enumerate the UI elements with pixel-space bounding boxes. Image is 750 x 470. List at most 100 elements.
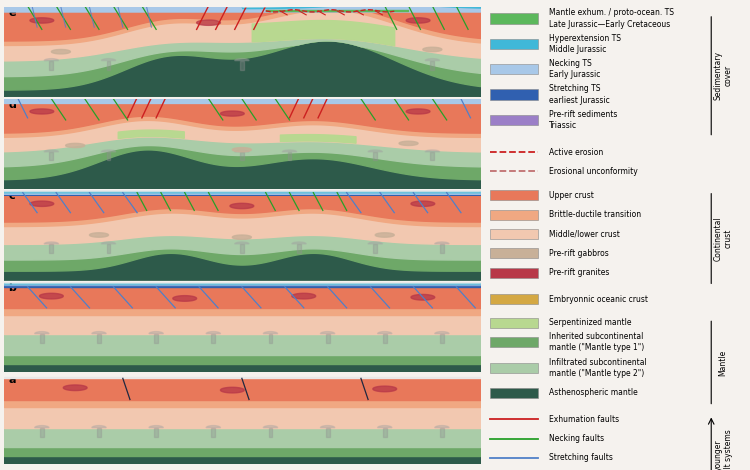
Text: Infiltrated subcontinental
mantle ("Mantle type 2"): Infiltrated subcontinental mantle ("Mant… — [549, 358, 646, 378]
Polygon shape — [149, 332, 164, 334]
Text: Asthenospheric mantle: Asthenospheric mantle — [549, 389, 638, 398]
Polygon shape — [440, 244, 444, 253]
Polygon shape — [66, 143, 85, 148]
Polygon shape — [263, 332, 278, 334]
Polygon shape — [89, 233, 109, 237]
Text: Embryonnic oceanic crust: Embryonnic oceanic crust — [549, 295, 648, 304]
Text: b: b — [8, 283, 16, 293]
Polygon shape — [50, 244, 53, 253]
Polygon shape — [101, 242, 115, 244]
FancyBboxPatch shape — [490, 210, 538, 220]
Polygon shape — [30, 18, 54, 23]
FancyBboxPatch shape — [490, 64, 538, 74]
Polygon shape — [268, 428, 272, 437]
FancyBboxPatch shape — [490, 115, 538, 125]
FancyBboxPatch shape — [490, 229, 538, 239]
Polygon shape — [92, 332, 106, 334]
Text: c: c — [8, 191, 15, 202]
FancyBboxPatch shape — [490, 190, 538, 201]
Polygon shape — [240, 244, 244, 253]
FancyBboxPatch shape — [490, 294, 538, 304]
Polygon shape — [382, 428, 387, 437]
Polygon shape — [63, 385, 87, 391]
Polygon shape — [435, 332, 449, 334]
Text: Necking TS
Early Jurassic: Necking TS Early Jurassic — [549, 59, 600, 79]
Polygon shape — [374, 152, 377, 160]
Polygon shape — [375, 233, 394, 237]
Polygon shape — [44, 150, 58, 152]
FancyBboxPatch shape — [490, 337, 538, 347]
Polygon shape — [106, 152, 110, 160]
Polygon shape — [211, 428, 215, 437]
Polygon shape — [440, 334, 444, 343]
Text: Stretching faults: Stretching faults — [549, 454, 613, 462]
Polygon shape — [154, 428, 158, 437]
Polygon shape — [52, 49, 70, 54]
Polygon shape — [240, 61, 244, 70]
Polygon shape — [206, 332, 220, 334]
Text: Middle/lower crust: Middle/lower crust — [549, 229, 620, 239]
Polygon shape — [368, 150, 382, 152]
Polygon shape — [423, 47, 442, 52]
Polygon shape — [172, 296, 196, 301]
Polygon shape — [411, 201, 435, 206]
Polygon shape — [235, 150, 249, 152]
Polygon shape — [149, 426, 164, 428]
FancyBboxPatch shape — [490, 318, 538, 328]
Polygon shape — [440, 428, 444, 437]
Polygon shape — [406, 109, 430, 114]
Polygon shape — [263, 426, 278, 428]
Polygon shape — [320, 332, 334, 334]
Polygon shape — [101, 150, 115, 152]
Polygon shape — [34, 332, 49, 334]
FancyBboxPatch shape — [490, 89, 538, 100]
Polygon shape — [320, 426, 334, 428]
Polygon shape — [377, 426, 392, 428]
Polygon shape — [232, 235, 251, 239]
Polygon shape — [374, 244, 377, 253]
Polygon shape — [196, 20, 220, 25]
Text: d: d — [8, 100, 16, 110]
Polygon shape — [230, 204, 254, 209]
Polygon shape — [44, 59, 58, 61]
Polygon shape — [40, 428, 44, 437]
FancyBboxPatch shape — [490, 362, 538, 373]
Polygon shape — [240, 152, 244, 160]
Text: Mantle exhum. / proto-ocean. TS
Late Jurassic—Early Cretaceous: Mantle exhum. / proto-ocean. TS Late Jur… — [549, 8, 674, 29]
Text: Pre-rift granites: Pre-rift granites — [549, 268, 609, 277]
Polygon shape — [101, 59, 115, 61]
FancyBboxPatch shape — [490, 14, 538, 24]
FancyBboxPatch shape — [490, 248, 538, 259]
Polygon shape — [106, 61, 110, 70]
Polygon shape — [406, 18, 430, 23]
Polygon shape — [282, 150, 297, 152]
Polygon shape — [292, 293, 316, 299]
Text: Hyperextension TS
Middle Jurassic: Hyperextension TS Middle Jurassic — [549, 34, 621, 54]
Text: Serpentinized mantle: Serpentinized mantle — [549, 319, 632, 328]
Text: Brittle-ductile transition: Brittle-ductile transition — [549, 210, 641, 219]
Polygon shape — [435, 426, 449, 428]
Polygon shape — [220, 111, 245, 116]
Polygon shape — [430, 152, 434, 160]
Text: Active erosion: Active erosion — [549, 148, 603, 157]
Polygon shape — [287, 152, 292, 160]
Text: a: a — [8, 375, 16, 385]
Polygon shape — [40, 293, 63, 299]
Polygon shape — [44, 242, 58, 244]
Polygon shape — [382, 334, 387, 343]
Polygon shape — [377, 332, 392, 334]
FancyBboxPatch shape — [490, 39, 538, 49]
Polygon shape — [292, 242, 306, 244]
Polygon shape — [425, 150, 439, 152]
Polygon shape — [30, 109, 54, 114]
Polygon shape — [92, 426, 106, 428]
Text: Pre-rift gabbros: Pre-rift gabbros — [549, 249, 608, 258]
Polygon shape — [430, 61, 434, 70]
Polygon shape — [373, 386, 397, 392]
Text: Stretching TS
earliest Jurassic: Stretching TS earliest Jurassic — [549, 85, 610, 104]
Text: e: e — [8, 8, 16, 18]
Text: Sedimentary
cover: Sedimentary cover — [713, 51, 733, 100]
Text: Continental
crust: Continental crust — [713, 216, 733, 261]
Polygon shape — [411, 295, 435, 300]
Polygon shape — [368, 242, 382, 244]
